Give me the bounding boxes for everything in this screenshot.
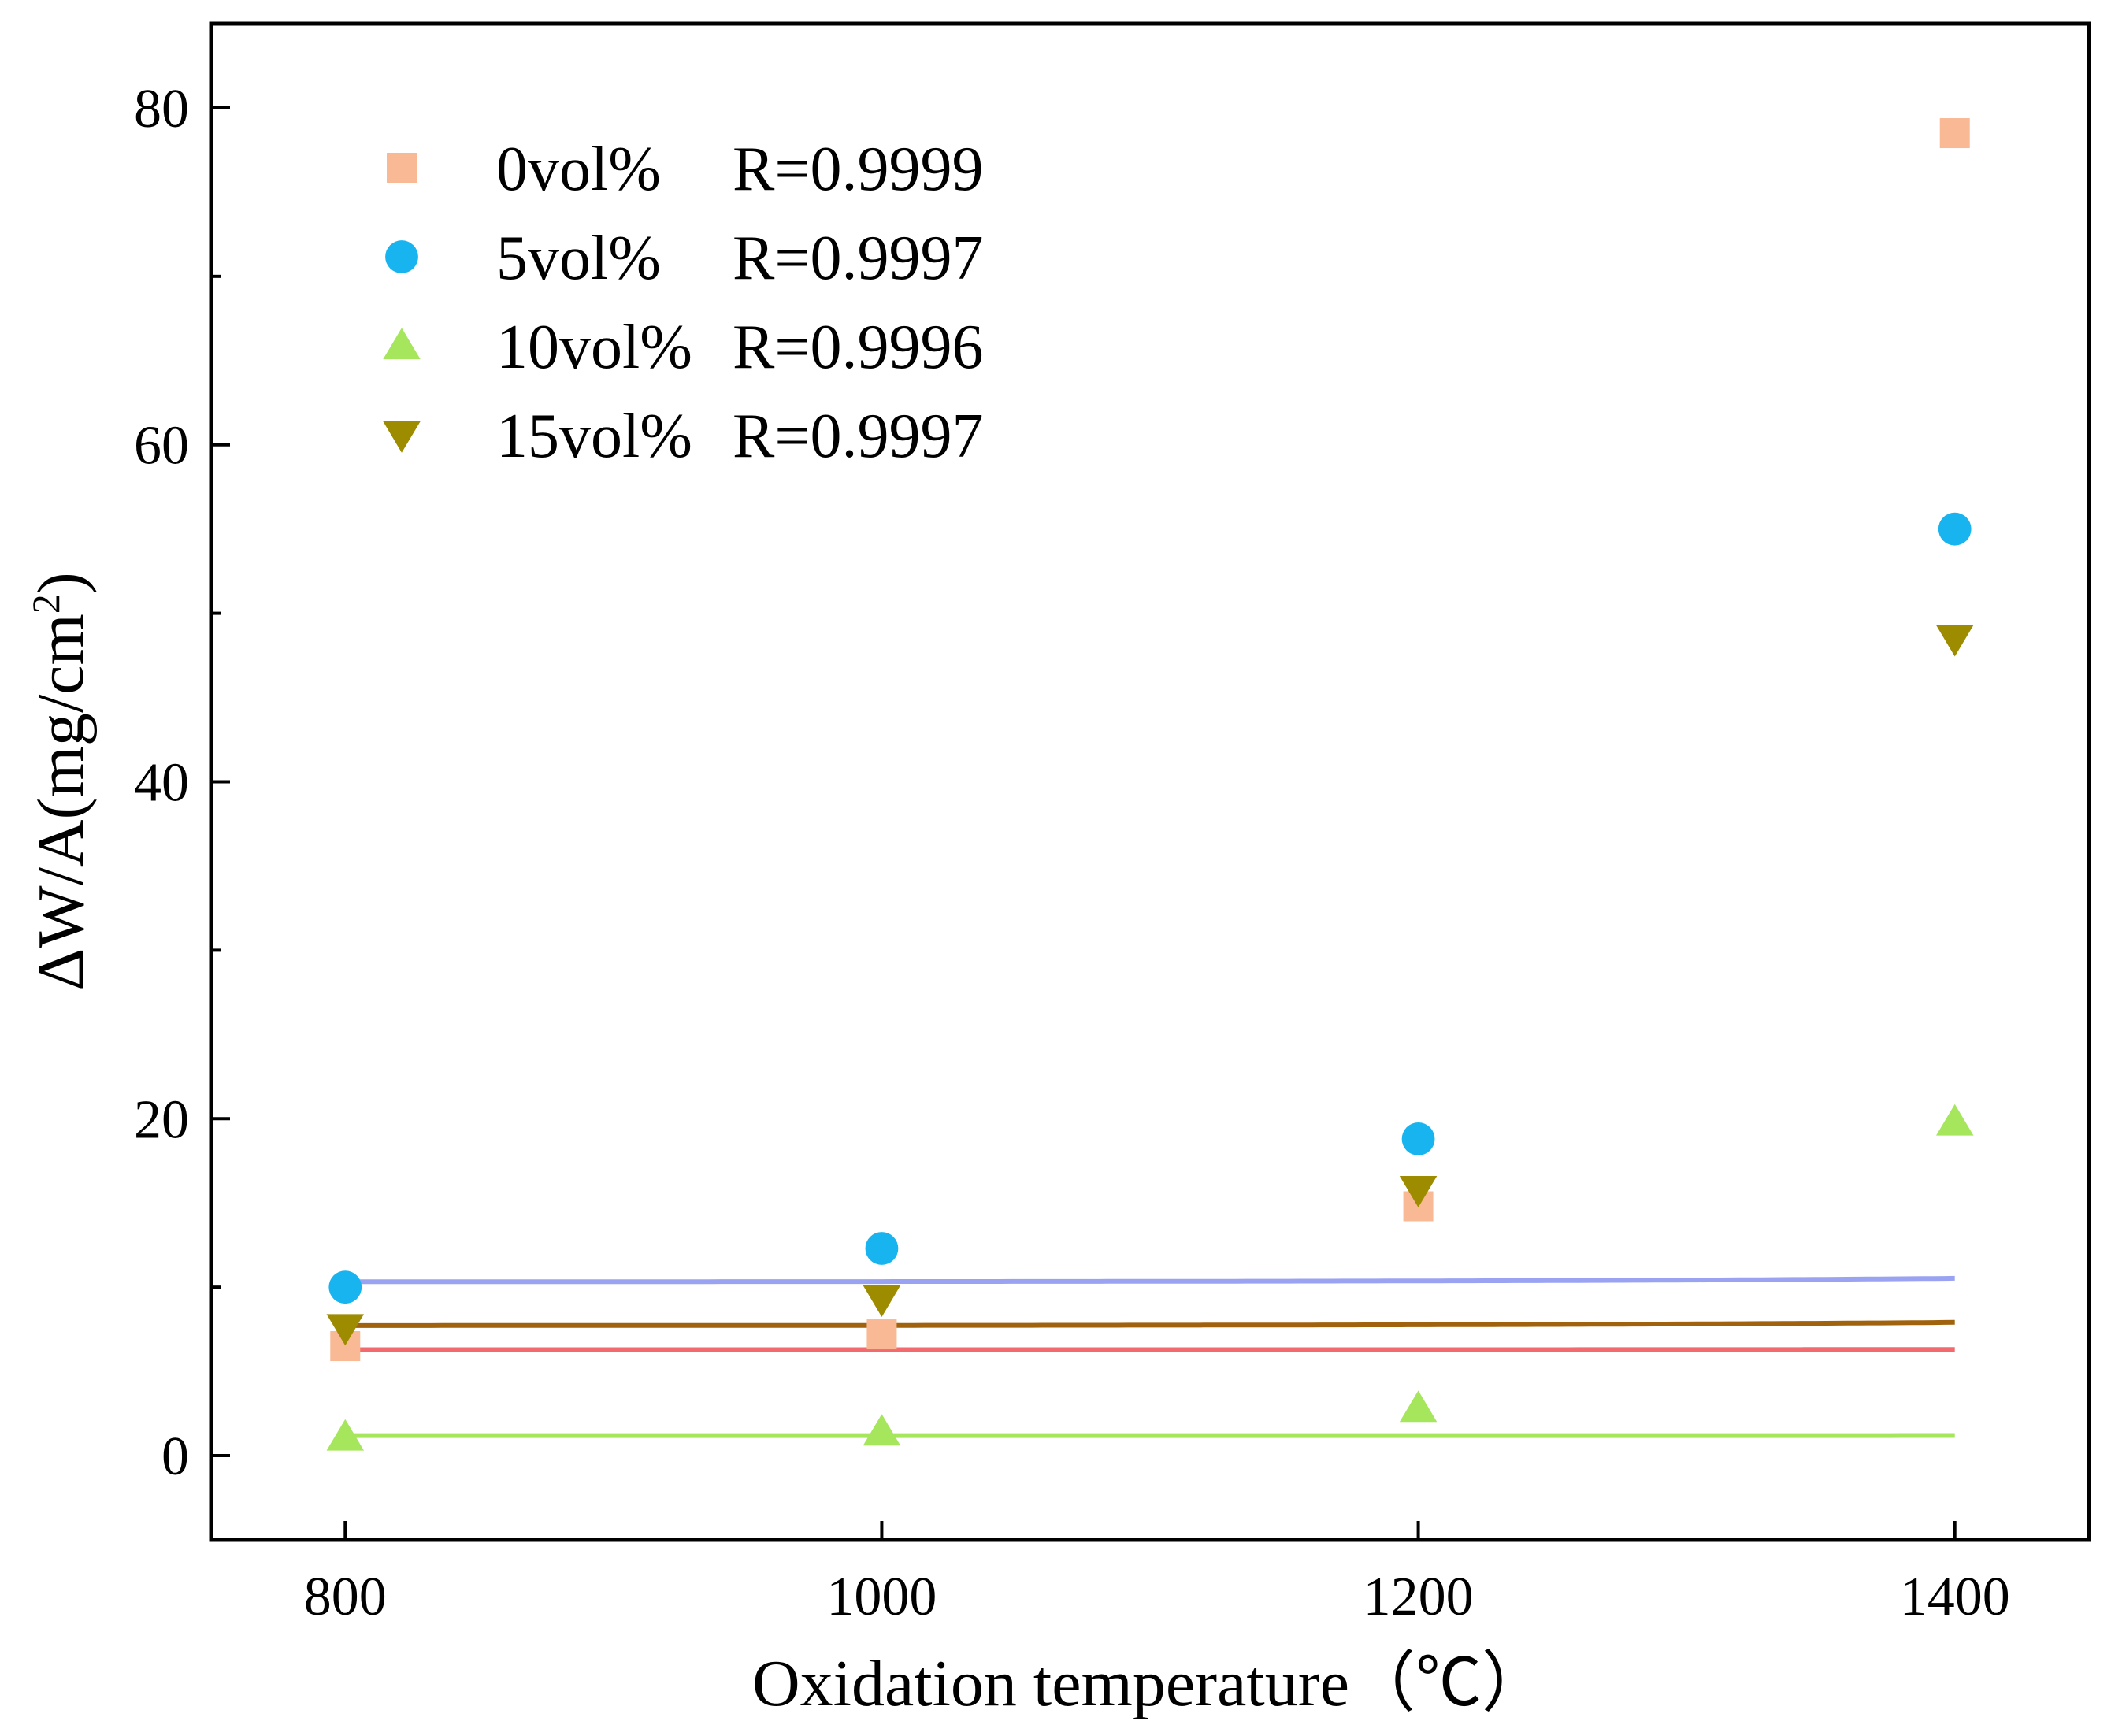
- legend-label: 0vol%: [496, 135, 661, 204]
- point-15vol-800: [326, 1314, 365, 1346]
- legend-r-value: R=0.9997: [733, 402, 983, 471]
- data-markers: [326, 118, 1974, 1451]
- fit-lines: [345, 1275, 1955, 1438]
- y-tick-label: 0: [161, 1426, 189, 1487]
- legend-item-10vol: 10vol% R=0.9996: [383, 313, 983, 382]
- point-15vol-1400: [1935, 625, 1974, 657]
- y-tick-label: 20: [134, 1089, 189, 1150]
- x-tick-label: 800: [304, 1567, 387, 1627]
- legend-label: 15vol%: [496, 402, 692, 471]
- legend-item-0vol: 0vol% R=0.9999: [387, 135, 983, 204]
- x-tick-label: 1000: [826, 1567, 937, 1627]
- fit-line-5vol: [345, 1275, 1955, 1285]
- point-10vol-1200: [1399, 1390, 1438, 1423]
- legend: 0vol% R=0.9999 5vol% R=0.9997 10vol% R=0.9996…: [383, 135, 983, 471]
- point-5vol-1000: [865, 1232, 899, 1265]
- x-axis-title: Oxidation temperature（℃）: [752, 1647, 1548, 1720]
- legend-item-5vol: 5vol% R=0.9997: [385, 224, 983, 293]
- y-tick-label: 60: [134, 416, 189, 477]
- legend-r-value: R=0.9996: [733, 313, 983, 382]
- point-10vol-1400: [1935, 1104, 1974, 1136]
- point-10vol-1000: [863, 1414, 901, 1446]
- point-0vol-1000: [866, 1319, 897, 1350]
- legend-r-value: R=0.9997: [733, 224, 983, 293]
- y-tick-label: 80: [134, 79, 189, 139]
- legend-r-value: R=0.9999: [733, 135, 983, 204]
- fit-line-15vol: [345, 1319, 1955, 1328]
- x-tick-label: 1400: [1900, 1567, 2010, 1627]
- point-10vol-800: [326, 1419, 365, 1451]
- legend-marker-15vol: [383, 421, 421, 453]
- legend-marker-10vol: [383, 328, 421, 360]
- point-0vol-1400: [1939, 118, 1970, 149]
- legend-label: 5vol%: [496, 224, 661, 293]
- y-axis-title-superscript: 2: [24, 594, 68, 614]
- point-5vol-1200: [1401, 1122, 1435, 1155]
- legend-marker-0vol: [387, 153, 417, 183]
- x-tick-label: 1200: [1363, 1567, 1474, 1627]
- y-axis-title: ΔW/A(mg/cm2): [24, 572, 98, 991]
- plot-frame: [209, 21, 2091, 1542]
- legend-item-15vol: 15vol% R=0.9997: [383, 402, 983, 471]
- y-tick-label: 40: [134, 753, 189, 814]
- legend-marker-5vol: [385, 240, 418, 273]
- x-axis: 800 1000 1200 1400: [304, 1521, 2010, 1627]
- legend-label: 10vol%: [496, 313, 692, 382]
- point-15vol-1200: [1399, 1176, 1438, 1207]
- point-5vol-1400: [1938, 512, 1972, 546]
- point-15vol-1000: [863, 1285, 901, 1317]
- point-5vol-800: [328, 1270, 362, 1304]
- y-axis: 0 20 40 60 80: [134, 79, 230, 1487]
